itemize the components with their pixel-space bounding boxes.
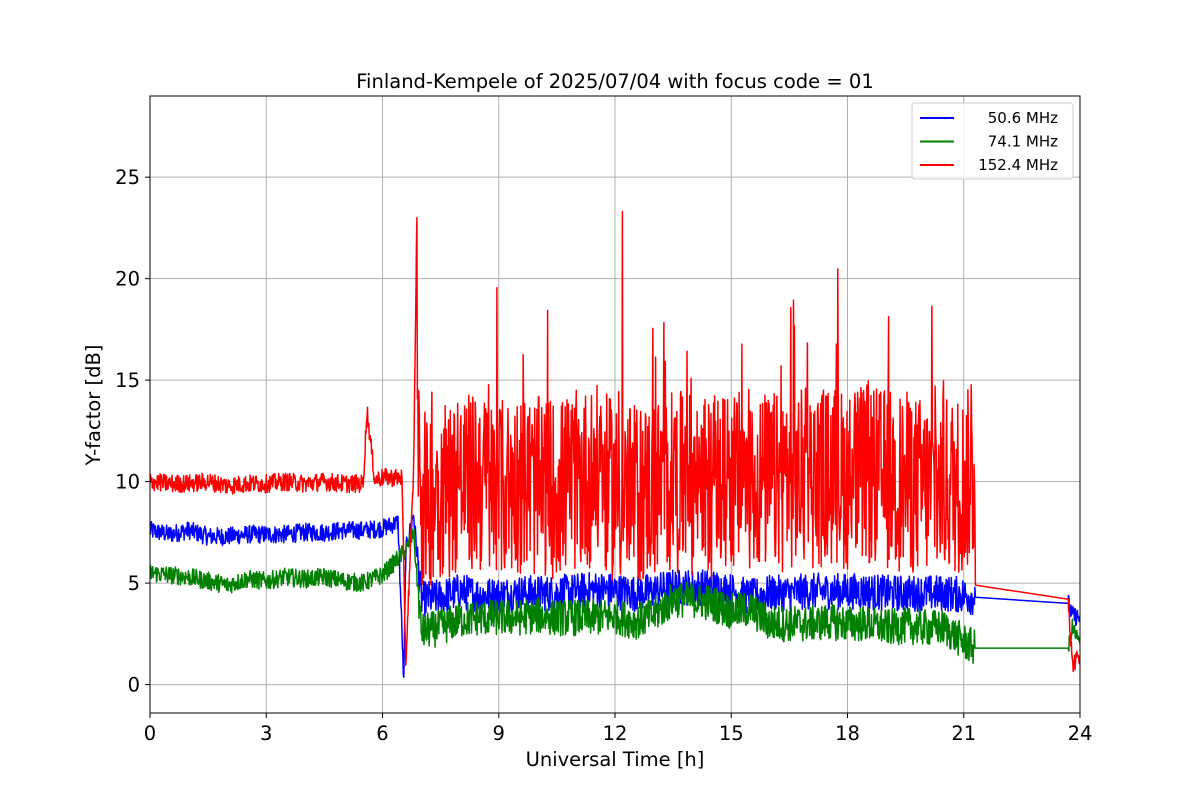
y-tick-label: 0 xyxy=(128,674,140,697)
axis-ticks: 0 3 6 9 12 15 18 21 24 0 5 10 15 20 25 xyxy=(115,166,1092,745)
y-tick-label: 15 xyxy=(115,369,140,392)
legend-label: 50.6 MHz xyxy=(988,109,1058,127)
legend-box xyxy=(911,102,1074,180)
x-axis-label: Universal Time [h] xyxy=(526,748,705,771)
legend: 50.6 MHz 74.1 MHz 152.4 MHz xyxy=(911,102,1074,180)
series-layer xyxy=(150,210,1080,678)
x-tick-label: 21 xyxy=(951,722,976,745)
series-line-74-1-mhz xyxy=(150,528,1080,664)
legend-label: 74.1 MHz xyxy=(988,133,1058,151)
x-tick-label: 9 xyxy=(493,722,505,745)
legend-label: 152.4 MHz xyxy=(978,156,1058,174)
series-line-152-4-mhz xyxy=(150,210,1080,673)
chart-title: Finland-Kempele of 2025/07/04 with focus… xyxy=(356,70,873,93)
y-tick-label: 5 xyxy=(128,572,140,595)
y-tick-label: 20 xyxy=(115,268,140,291)
series-line-50-6-mhz xyxy=(150,514,1080,678)
y-axis-label: Y-factor [dB] xyxy=(82,345,105,467)
y-tick-label: 10 xyxy=(115,471,140,494)
x-tick-label: 15 xyxy=(719,722,744,745)
x-tick-label: 0 xyxy=(144,722,156,745)
x-tick-label: 12 xyxy=(603,722,628,745)
x-tick-label: 6 xyxy=(376,722,388,745)
x-tick-label: 18 xyxy=(835,722,860,745)
y-tick-label: 25 xyxy=(115,166,140,189)
x-tick-label: 3 xyxy=(260,722,272,745)
x-tick-label: 24 xyxy=(1068,722,1093,745)
